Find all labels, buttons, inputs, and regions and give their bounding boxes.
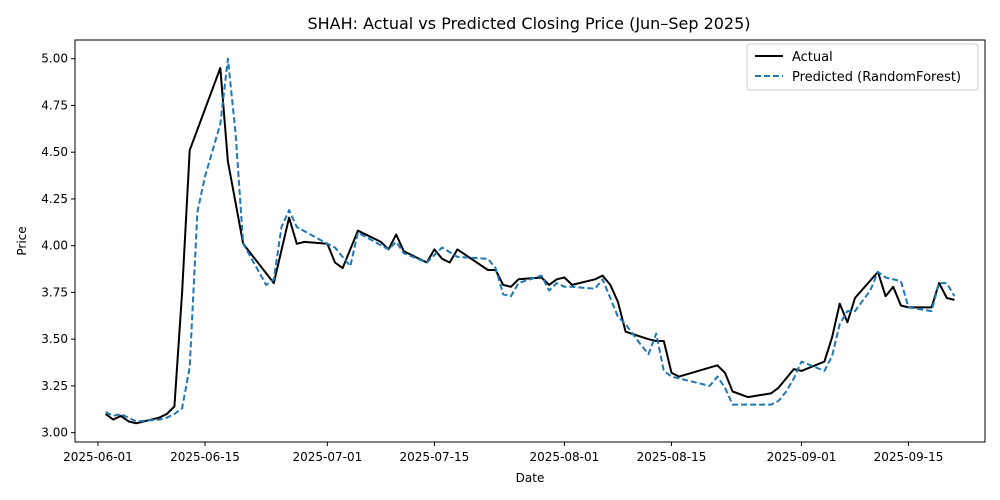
legend: Actual Predicted (RandomForest) (746, 43, 979, 91)
y-tick-label: 4.75 (41, 98, 68, 112)
x-tick-label: 2025-08-15 (637, 450, 707, 464)
x-tick-label: 2025-06-01 (63, 450, 133, 464)
y-tick-label: 3.00 (41, 426, 68, 440)
y-tick-label: 3.75 (41, 285, 68, 299)
series-layer (105, 57, 956, 425)
x-tick-label: 2025-08-01 (530, 450, 600, 464)
chart-title: SHAH: Actual vs Predicted Closing Price … (307, 14, 750, 33)
x-tick-label: 2025-09-01 (767, 450, 837, 464)
series-line-predicted (105, 57, 956, 423)
y-tick-label: 3.50 (41, 332, 68, 346)
x-axis-label: Date (516, 471, 545, 485)
x-tick-label: 2025-07-15 (400, 450, 470, 464)
x-tick-label: 2025-07-01 (292, 450, 362, 464)
axes-frame (74, 39, 986, 443)
y-tick-label: 4.00 (41, 239, 68, 253)
y-axis: 3.00 3.25 3.50 3.75 4.00 4.25 4.50 4.75 5.00 (41, 52, 75, 440)
legend-label-predicted: Predicted (RandomForest) (792, 70, 961, 85)
y-axis-label: Price (15, 226, 29, 255)
y-tick-label: 5.00 (41, 52, 68, 66)
y-tick-label: 4.25 (41, 192, 68, 206)
plot-area (74, 39, 986, 443)
legend-label-actual: Actual (792, 50, 833, 65)
legend-box (746, 43, 979, 91)
y-tick-label: 3.25 (41, 379, 68, 393)
y-tick-label: 4.50 (41, 145, 68, 159)
x-axis: 2025-06-01 2025-06-15 2025-07-01 2025-07-15… (63, 442, 943, 464)
x-tick-label: 2025-09-15 (874, 450, 944, 464)
x-tick-label: 2025-06-15 (170, 450, 240, 464)
